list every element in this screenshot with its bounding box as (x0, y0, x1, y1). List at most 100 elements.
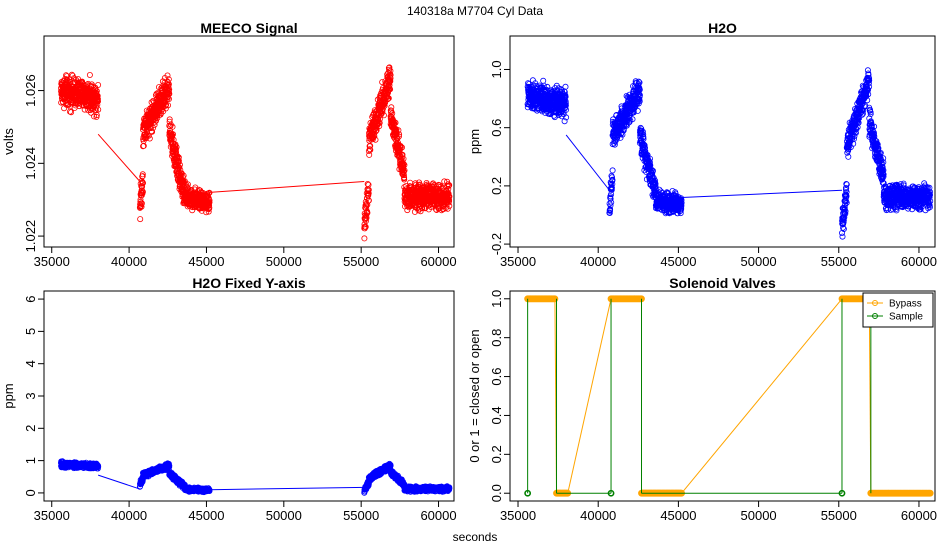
series-points (606, 167, 616, 216)
series-points (636, 124, 659, 201)
plot-frame (509, 290, 936, 502)
y-tick-label: 1.0 (489, 60, 504, 78)
series-points (880, 180, 934, 214)
y-tick-label: 1.0 (489, 290, 504, 308)
x-tick-label: 35000 (500, 254, 536, 269)
y-tick-label: 0.2 (489, 177, 504, 195)
series-points (609, 78, 643, 148)
plot-area (58, 458, 453, 496)
x-tick-label: 55000 (343, 254, 379, 269)
x-tick-label: 45000 (660, 254, 696, 269)
x-tick-label: 50000 (266, 508, 302, 523)
series-points (524, 77, 570, 125)
series-points (524, 295, 559, 303)
y-tick-label: 0.0 (489, 484, 504, 502)
x-tick-label: 40000 (111, 254, 147, 269)
panel-title: Solenoid Valves (669, 275, 776, 291)
x-tick-label: 50000 (741, 254, 777, 269)
plot-area (524, 295, 934, 497)
y-tick-label: 0.8 (489, 329, 504, 347)
y-tick-label: -0.2 (489, 233, 504, 255)
panel-h2o-fixed-y-axis: H2O Fixed Y-axis 35000 40000 45000 50000 5500… (1, 275, 457, 523)
y-tick-label: 0.6 (489, 119, 504, 137)
series-connector (209, 486, 365, 491)
x-tick-label: 45000 (188, 254, 224, 269)
series-points (607, 295, 645, 303)
y-tick-label: 6 (23, 295, 38, 302)
x-tick-label: 40000 (580, 254, 616, 269)
x-tick-label: 50000 (741, 508, 777, 523)
figure-title: 140318a M7704 Cyl Data (406, 4, 544, 18)
x-tick-label: 60000 (420, 508, 456, 523)
y-tick-label: 0.2 (489, 445, 504, 463)
y-tick-label: 1.024 (23, 147, 38, 180)
series-points (387, 467, 408, 490)
series-points (140, 460, 173, 481)
series-points (58, 71, 102, 120)
x-tick-label: 50000 (266, 254, 302, 269)
y-tick-label: 1.022 (23, 220, 38, 253)
y-axis-label: ppm (467, 129, 482, 154)
plot-frame (43, 35, 455, 248)
legend-marker (872, 313, 878, 319)
x-tick-label: 55000 (343, 508, 379, 523)
y-tick-label: 1 (23, 457, 38, 464)
x-tick-label: 60000 (420, 254, 456, 269)
series-connector (209, 181, 365, 193)
series-connector (565, 134, 610, 191)
x-tick-label: 45000 (660, 508, 696, 523)
y-tick-label: 0.4 (489, 406, 504, 424)
x-tick-label: 35000 (34, 508, 70, 523)
y-tick-label: 1.026 (23, 74, 38, 107)
series-points (401, 483, 453, 495)
panel-h2o: H2O 35000 40000 45000 50000 55000 60000 -0.2 0.2… (467, 20, 937, 269)
plot-area (524, 67, 934, 240)
series-connector (97, 133, 141, 182)
x-tick-label: 55000 (821, 508, 857, 523)
series-points (652, 186, 685, 217)
series-points (401, 178, 453, 215)
panel-title: H2O (708, 20, 737, 36)
series-connector (681, 189, 843, 199)
x-tick-label: 55000 (821, 254, 857, 269)
x-axis-label: seconds (452, 530, 498, 544)
y-tick-label: 0.6 (489, 368, 504, 386)
series-points (361, 181, 372, 242)
panel-meeco-signal: MEECO Signal 35000 40000 45000 50000 55000 600… (1, 20, 457, 269)
x-tick-label: 35000 (500, 508, 536, 523)
series-points (365, 64, 394, 158)
plot-area (58, 64, 453, 242)
series-points (140, 72, 173, 150)
series-points (181, 484, 213, 496)
x-tick-label: 40000 (580, 508, 616, 523)
y-tick-label: 2 (23, 425, 38, 432)
y-tick-label: 3 (23, 392, 38, 399)
series-connector (567, 298, 612, 494)
series-points (843, 67, 873, 160)
y-tick-label: 4 (23, 360, 38, 367)
x-tick-label: 35000 (34, 254, 70, 269)
y-axis-label: ppm (1, 383, 16, 408)
x-tick-label: 60000 (901, 254, 937, 269)
series-point (524, 489, 532, 497)
legend-box (862, 292, 934, 328)
series-connector (681, 298, 843, 494)
series-points (387, 104, 408, 191)
y-axis-label: 0 or 1 = closed or open (467, 329, 482, 462)
panel-title: H2O Fixed Y-axis (192, 275, 306, 291)
panel-title: MEECO Signal (200, 20, 297, 36)
x-tick-label: 60000 (901, 508, 937, 523)
series-point (838, 489, 846, 497)
series-points (867, 489, 934, 497)
x-tick-label: 40000 (111, 508, 147, 523)
legend-label: Sample (889, 312, 923, 323)
series-points (136, 171, 147, 223)
y-axis-label: volts (1, 128, 16, 155)
plot-frame (509, 35, 936, 248)
series-points (866, 104, 887, 187)
series-point (607, 489, 615, 497)
x-tick-label: 45000 (188, 508, 224, 523)
panel-solenoid-valves: Solenoid Valves 35000 40000 45000 50000 55000… (467, 275, 937, 523)
legend-marker (872, 300, 878, 306)
